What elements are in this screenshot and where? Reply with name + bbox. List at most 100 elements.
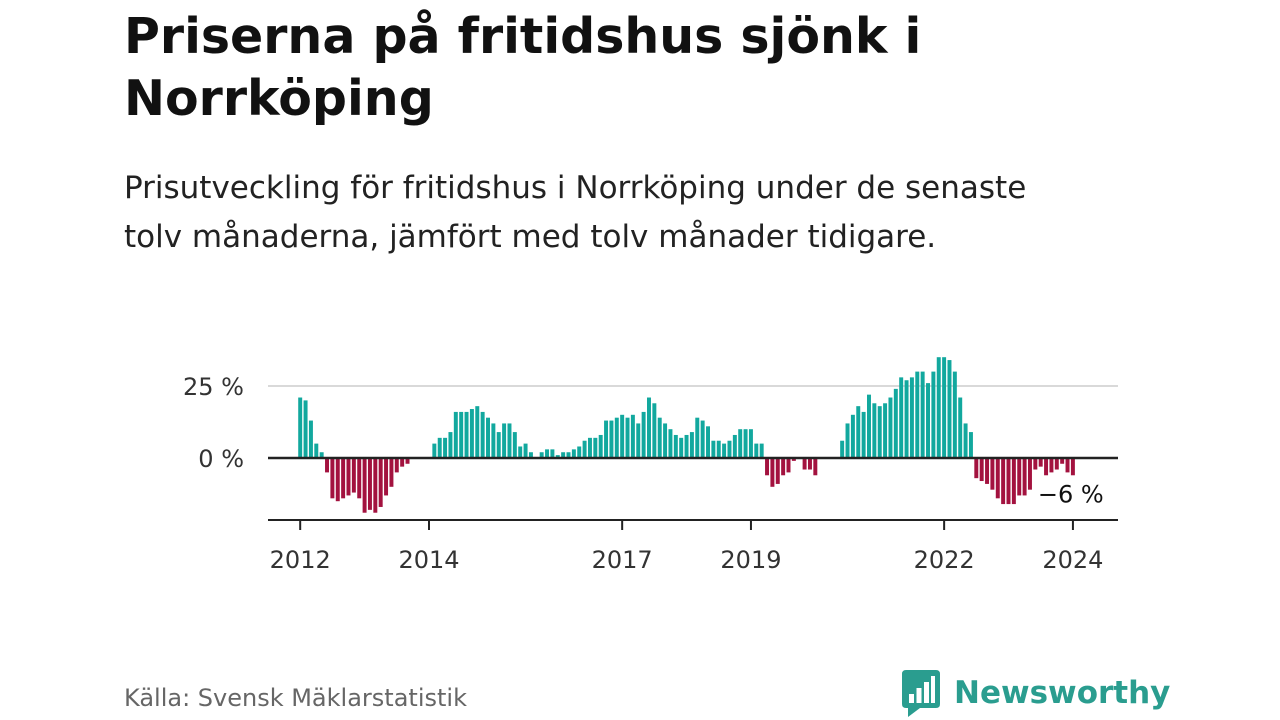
bar	[781, 458, 786, 476]
bar	[1060, 458, 1065, 464]
bar	[405, 458, 410, 464]
bar	[432, 443, 437, 458]
bar	[545, 449, 550, 458]
bar	[528, 452, 533, 458]
bar	[872, 403, 877, 458]
bar	[620, 414, 625, 458]
bar	[759, 443, 764, 458]
bar	[668, 429, 673, 458]
bar	[587, 437, 592, 458]
bar	[319, 452, 324, 458]
bar	[480, 411, 485, 458]
bar	[1038, 458, 1043, 467]
bar	[437, 437, 442, 458]
bar	[609, 420, 614, 458]
bar	[647, 397, 651, 458]
bar	[909, 377, 914, 458]
bar	[899, 377, 904, 458]
bar	[448, 432, 453, 458]
x-tick-label: 2014	[398, 546, 459, 574]
bar	[308, 420, 313, 458]
bar	[630, 414, 635, 458]
bar	[856, 406, 861, 458]
bar	[963, 423, 968, 458]
bar	[877, 406, 882, 458]
bar	[330, 458, 335, 499]
bar	[802, 458, 807, 470]
bar	[518, 446, 523, 458]
bar	[641, 411, 646, 458]
x-tick-label: 2024	[1042, 546, 1103, 574]
bar	[952, 371, 957, 458]
bar	[706, 426, 710, 458]
bar	[861, 411, 866, 458]
bar	[813, 458, 818, 476]
bar	[378, 458, 383, 507]
bar	[722, 443, 727, 458]
bar	[1011, 458, 1016, 505]
bar	[904, 380, 909, 458]
bar	[845, 423, 850, 458]
bar	[775, 458, 780, 484]
bar	[362, 458, 367, 513]
bar	[867, 394, 871, 458]
bar	[1049, 458, 1054, 473]
bar	[738, 429, 743, 458]
bar	[1070, 458, 1075, 476]
bar	[947, 360, 952, 458]
x-tick-label: 2019	[720, 546, 781, 574]
bar	[1054, 458, 1059, 470]
bar	[561, 452, 566, 458]
bar	[384, 458, 389, 496]
bar	[555, 455, 560, 458]
bar	[920, 371, 925, 458]
bar	[936, 357, 941, 458]
bar	[1017, 458, 1022, 496]
bar	[346, 458, 351, 496]
bar	[507, 423, 512, 458]
bar	[786, 458, 791, 473]
bar	[459, 411, 464, 458]
bar	[679, 437, 684, 458]
bar	[770, 458, 775, 487]
bar	[711, 440, 716, 458]
bar	[995, 458, 1000, 499]
bar	[636, 423, 641, 458]
bar	[1027, 458, 1032, 490]
bar	[931, 371, 936, 458]
bar	[1065, 458, 1070, 473]
bar	[840, 440, 845, 458]
bar	[566, 452, 571, 458]
bar	[303, 400, 308, 458]
bar	[979, 458, 984, 482]
y-tick-label: 25 %	[183, 373, 244, 401]
bar	[652, 403, 657, 458]
bar	[743, 429, 748, 458]
x-tick-label: 2017	[592, 546, 653, 574]
bar	[443, 437, 448, 458]
bar	[657, 417, 662, 458]
bar	[491, 423, 496, 458]
bar	[985, 458, 990, 484]
bar	[298, 397, 303, 458]
bar	[325, 458, 330, 473]
bar	[582, 440, 587, 458]
brand[interactable]: Newsworthy	[900, 668, 1170, 718]
bar	[571, 449, 576, 458]
bar	[604, 420, 609, 458]
bar	[695, 417, 700, 458]
x-tick-label: 2012	[270, 546, 331, 574]
bar	[883, 403, 888, 458]
bar	[748, 429, 753, 458]
bar	[351, 458, 356, 493]
bar	[1044, 458, 1049, 476]
bar	[335, 458, 340, 502]
y-tick-label: 0 %	[198, 445, 244, 473]
bar	[942, 357, 947, 458]
bar	[893, 388, 898, 458]
bar	[663, 423, 668, 458]
bar	[486, 417, 490, 458]
bar	[926, 383, 930, 458]
last-value-label: −6 %	[1038, 480, 1104, 508]
